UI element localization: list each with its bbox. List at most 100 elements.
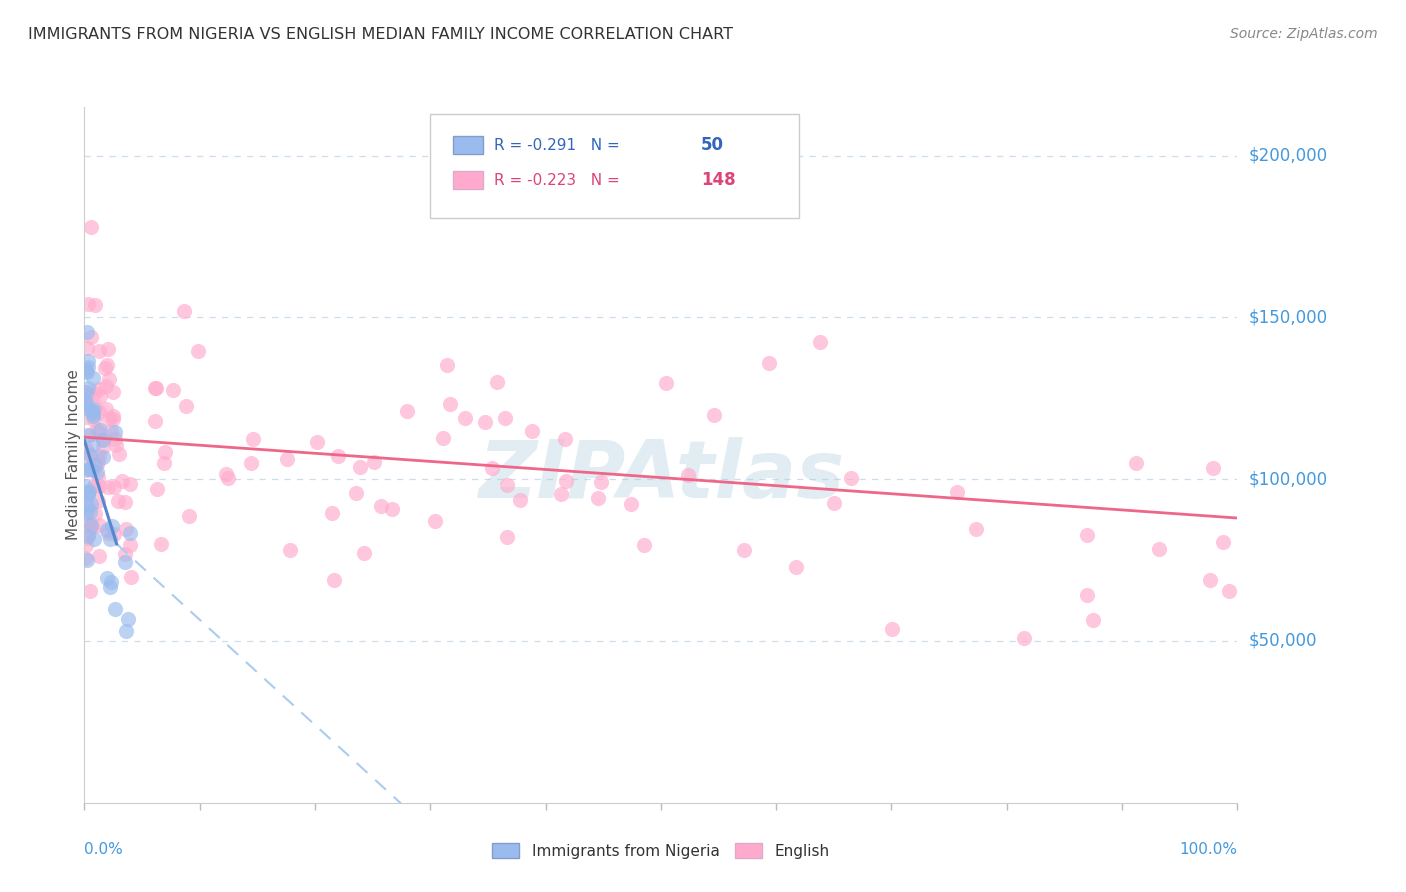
Point (114, 555, 136, 569)
Point (87, 344, 110, 359)
Point (76, 499, 98, 513)
Point (75, 550, 97, 565)
Point (86, 457, 108, 471)
Legend: Immigrants from Nigeria, English: Immigrants from Nigeria, English (486, 837, 835, 864)
Point (481, 461, 503, 475)
Point (1202, 461, 1225, 475)
Point (75, 506, 97, 520)
Point (1083, 613, 1105, 627)
Point (80, 219, 103, 234)
Point (75, 385, 97, 400)
Point (79, 518, 101, 533)
Point (344, 486, 367, 500)
Point (75, 364, 97, 378)
Point (328, 449, 350, 463)
Point (91, 432, 114, 446)
Point (79, 448, 101, 462)
Point (89, 389, 111, 403)
FancyBboxPatch shape (453, 136, 484, 154)
Point (118, 526, 141, 541)
Point (77, 524, 100, 539)
Point (103, 526, 125, 541)
Point (808, 335, 831, 350)
Point (73, 394, 96, 409)
Point (370, 499, 392, 513)
Point (100, 424, 122, 438)
Point (83, 400, 105, 414)
Point (454, 411, 477, 425)
Point (79, 505, 101, 519)
Point (87, 426, 110, 441)
Point (73, 362, 96, 376)
Point (75, 396, 97, 410)
Point (509, 492, 531, 507)
Point (96, 524, 118, 538)
Point (425, 514, 447, 528)
Point (76, 484, 98, 499)
Point (823, 496, 845, 510)
Point (474, 415, 496, 429)
Point (882, 622, 904, 636)
Point (100, 580, 122, 594)
Point (82, 403, 104, 417)
Text: 50: 50 (702, 136, 724, 154)
Point (118, 476, 141, 491)
Point (83, 413, 105, 427)
Point (276, 451, 298, 466)
Point (77, 297, 100, 311)
Point (363, 455, 385, 469)
Point (495, 530, 517, 544)
Point (87, 549, 110, 563)
Point (82, 409, 104, 424)
Point (80, 497, 103, 511)
Point (1125, 456, 1147, 470)
Point (633, 537, 655, 551)
Point (83, 385, 105, 400)
Point (100, 575, 122, 590)
Point (87, 479, 110, 493)
Point (103, 412, 125, 426)
Point (80, 517, 103, 532)
Point (111, 475, 134, 489)
Point (73, 362, 96, 376)
Point (173, 304, 195, 318)
Point (104, 601, 127, 615)
Text: R = -0.223   N =: R = -0.223 N = (494, 172, 624, 187)
Point (655, 376, 678, 390)
Point (97, 372, 120, 386)
Point (1012, 631, 1035, 645)
Point (101, 384, 124, 399)
Point (89, 382, 111, 396)
Point (82, 438, 104, 452)
Point (758, 356, 780, 370)
Point (104, 438, 127, 452)
Point (79, 428, 101, 442)
Point (217, 470, 239, 484)
Point (145, 414, 167, 428)
Point (75, 538, 97, 552)
Point (323, 573, 346, 587)
Point (187, 344, 209, 359)
Point (77, 486, 100, 500)
Point (98, 411, 121, 425)
Point (120, 570, 142, 584)
Point (77, 529, 100, 543)
Text: IMMIGRANTS FROM NIGERIA VS ENGLISH MEDIAN FAMILY INCOME CORRELATION CHART: IMMIGRANTS FROM NIGERIA VS ENGLISH MEDIA… (28, 27, 733, 42)
Point (965, 522, 987, 536)
Point (153, 445, 176, 459)
Point (1218, 584, 1240, 599)
Point (179, 509, 201, 524)
Point (76, 341, 98, 355)
Point (395, 404, 418, 418)
Point (75, 401, 97, 415)
Point (77, 487, 100, 501)
Point (496, 477, 519, 491)
Text: $100,000: $100,000 (1249, 470, 1327, 488)
Point (1076, 587, 1098, 601)
Point (73, 479, 96, 493)
Point (87, 454, 110, 468)
Point (94, 361, 117, 376)
Text: $150,000: $150,000 (1249, 309, 1327, 326)
Point (97, 480, 120, 494)
Point (1147, 541, 1170, 556)
